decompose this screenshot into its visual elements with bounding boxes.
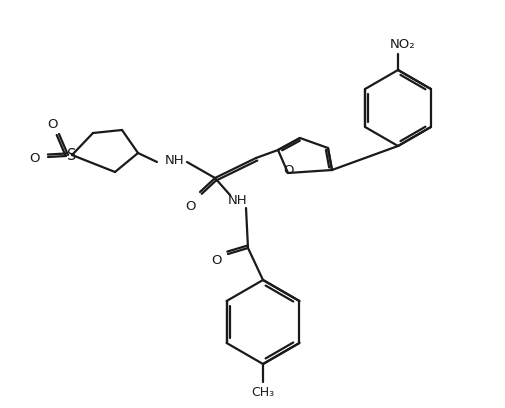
Text: O: O <box>29 151 39 164</box>
Text: NO₂: NO₂ <box>390 38 416 51</box>
Text: O: O <box>48 118 58 131</box>
Text: O: O <box>283 164 293 177</box>
Text: CH₃: CH₃ <box>251 386 275 399</box>
Text: O: O <box>212 255 222 268</box>
Text: O: O <box>185 200 195 213</box>
Text: NH: NH <box>228 193 248 206</box>
Text: NH: NH <box>165 153 185 166</box>
Text: S: S <box>67 148 77 162</box>
